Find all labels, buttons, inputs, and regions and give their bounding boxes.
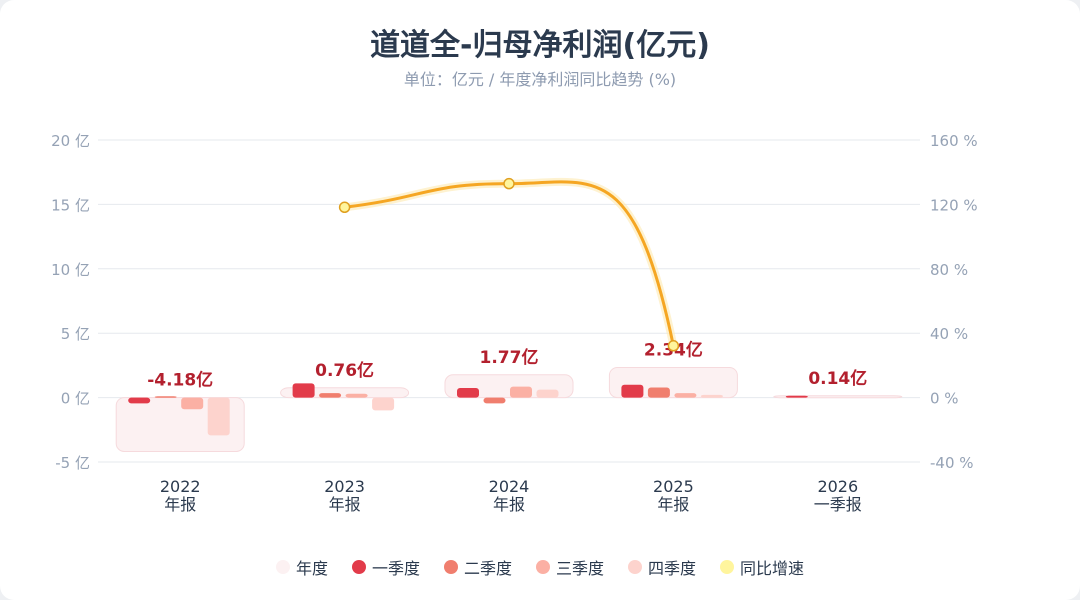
x-tick-year: 2026 [817,477,858,496]
annual-value-label: 1.77亿 [480,347,539,368]
quarter-bar [372,397,395,411]
quarter-bar [292,383,315,398]
x-tick-type: 一季报 [814,495,862,514]
quarter-bar [345,393,368,398]
y-left-tick: 5 亿 [61,325,90,343]
x-tick-type: 年报 [657,495,689,514]
y-right-tick: -40 % [930,454,974,472]
legend-label: 年度 [295,559,328,578]
legend-swatch [720,560,735,574]
legend-label: 同比增速 [740,559,805,578]
y-right-tick: 0 % [930,390,959,408]
legend-label: 四季度 [648,559,697,578]
y-left-tick: 15 亿 [51,196,90,214]
y-right-tick: 40 % [930,325,968,343]
legend-swatch [628,560,643,574]
legend-label: 一季度 [371,559,420,578]
chart-legend: 年度 一季度 二季度 三季度 四季度 同比增速 [0,555,1080,579]
quarter-bar [785,395,808,398]
y-right-tick: 160 % [930,132,978,150]
legend-label: 三季度 [556,559,605,578]
x-tick-year: 2022 [160,477,201,496]
quarter-bar [207,397,230,436]
quarter-bar [510,386,532,398]
legend-item[interactable]: 三季度 [536,555,604,579]
growth-line [344,180,675,347]
y-right-tick: 80 % [930,261,968,279]
quarter-bar [674,393,697,398]
growth-point [503,177,515,190]
y-right-tick: 120 % [930,196,978,214]
legend-swatch [536,560,550,574]
y-left-tick: 20 亿 [51,132,90,150]
annual-value-label: 0.76亿 [315,360,374,381]
y-left-tick: -5 亿 [55,454,90,472]
quarter-bar [154,396,177,398]
legend-swatch [275,560,290,574]
legend-label: 二季度 [463,559,512,578]
quarter-bar [621,384,644,398]
annual-value-label: -4.18亿 [147,370,213,391]
quarter-bar [319,393,342,398]
x-tick-type: 年报 [164,495,196,514]
quarter-bar [457,387,479,398]
legend-item[interactable]: 四季度 [628,555,696,579]
growth-point [667,340,680,352]
legend-item[interactable]: 年度 [275,555,328,579]
chart-title: 道道全-归母净利润(亿元) [370,28,710,63]
y-left-tick: 0 亿 [61,390,90,408]
legend-item[interactable]: 同比增速 [720,555,804,579]
legend-item[interactable]: 一季度 [351,555,420,579]
quarter-bar [483,397,506,404]
x-tick-type: 年报 [493,495,525,514]
quarter-bar [181,397,204,410]
legend-item[interactable]: 二季度 [443,555,512,579]
quarter-bar [536,389,559,398]
x-tick-year: 2023 [324,477,365,496]
chart-subtitle: 单位：亿元 / 年度净利润同比趋势 (%) [403,70,677,89]
quarter-bar [647,387,670,398]
x-tick-type: 年报 [329,495,361,514]
x-tick-year: 2024 [489,477,530,496]
legend-swatch [351,560,366,574]
growth-point [338,201,351,214]
annual-value-label: 0.14亿 [808,368,867,389]
x-tick-year: 2025 [653,477,694,496]
quarter-bar [700,394,723,398]
legend-swatch [443,560,458,574]
quarter-bar [128,397,151,404]
y-left-tick: 10 亿 [51,261,90,279]
